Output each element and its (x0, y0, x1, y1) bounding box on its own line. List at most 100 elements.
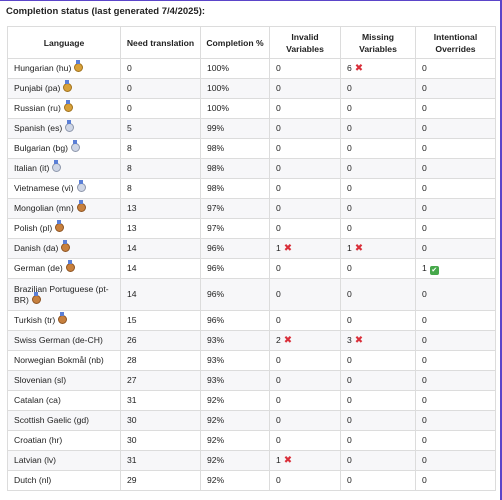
completion-cell-value: 96% (207, 315, 225, 325)
need-translation-cell: 8 (120, 138, 201, 159)
missing-variables-cell-value: 0 (347, 163, 352, 173)
language-cell: Norwegian Bokmål (nb) (7, 350, 121, 371)
language-cell-value: Dutch (nl) (14, 475, 52, 485)
invalid-variables-cell: 1 ✖ (269, 450, 341, 471)
table-row: Danish (da) 14 96% 1 ✖ 1 ✖ 0 (7, 238, 496, 259)
language-cell-value: Croatian (hr) (14, 435, 63, 445)
invalid-variables-cell: 0 (269, 470, 341, 491)
invalid-variables-cell-value: 0 (276, 83, 281, 93)
intentional-overrides-cell: 0 (415, 470, 496, 491)
missing-variables-cell: 0 (340, 430, 416, 451)
table-header-row: Language Need translation Completion % I… (7, 26, 496, 59)
table-row: Vietnamese (vi) 8 98% 0 0 0 (7, 178, 496, 199)
missing-variables-cell-value: 6 (347, 63, 352, 73)
completion-cell: 98% (200, 158, 270, 179)
missing-variables-cell: 0 (340, 198, 416, 219)
missing-variables-cell: 0 (340, 370, 416, 391)
completion-cell-value: 93% (207, 375, 225, 385)
language-cell: Vietnamese (vi) (7, 178, 121, 199)
completion-cell: 93% (200, 330, 270, 351)
language-cell-value: Italian (it) (14, 163, 50, 173)
completion-cell-value: 92% (207, 415, 225, 425)
intentional-overrides-cell: 0 (415, 198, 496, 219)
invalid-variables-cell: 0 (269, 158, 341, 179)
need-translation-cell: 14 (120, 278, 201, 311)
missing-variables-cell-value: 0 (347, 415, 352, 425)
missing-variables-cell-value: 0 (347, 123, 352, 133)
table-row: Dutch (nl) 29 92% 0 0 0 (7, 470, 496, 491)
intentional-overrides-cell-value: 0 (422, 143, 427, 153)
invalid-variables-cell-value: 0 (276, 415, 281, 425)
missing-variables-cell-value: 0 (347, 375, 352, 385)
language-cell: Danish (da) (7, 238, 121, 259)
completion-cell: 92% (200, 450, 270, 471)
language-cell: German (de) (7, 258, 121, 279)
need-translation-cell-value: 0 (127, 83, 132, 93)
completion-cell: 96% (200, 258, 270, 279)
intentional-overrides-cell: 0 (415, 138, 496, 159)
need-translation-cell-value: 14 (127, 263, 137, 273)
language-cell: Scottish Gaelic (gd) (7, 410, 121, 431)
missing-variables-cell: 0 (340, 178, 416, 199)
language-cell-value: Polish (pl) (14, 223, 53, 233)
check-mark-icon: ✔ (429, 265, 439, 275)
missing-variables-cell-value: 0 (347, 315, 352, 325)
missing-variables-cell: 0 (340, 138, 416, 159)
table-row: Turkish (tr) 15 96% 0 0 0 (7, 310, 496, 331)
need-translation-cell: 30 (120, 430, 201, 451)
completion-cell: 98% (200, 178, 270, 199)
completion-cell: 96% (200, 278, 270, 311)
invalid-variables-cell-value: 0 (276, 63, 281, 73)
completion-cell-value: 96% (207, 289, 225, 299)
need-translation-cell: 29 (120, 470, 201, 491)
window-top-border (0, 0, 502, 1)
column-header-need-translation: Need translation (120, 26, 201, 59)
table-row: Spanish (es) 5 99% 0 0 0 (7, 118, 496, 139)
missing-variables-cell: 0 (340, 450, 416, 471)
invalid-variables-cell-value: 0 (276, 375, 281, 385)
completion-cell: 92% (200, 430, 270, 451)
missing-variables-cell-value: 0 (347, 355, 352, 365)
invalid-variables-cell: 1 ✖ (269, 238, 341, 259)
missing-variables-cell: 0 (340, 78, 416, 99)
invalid-variables-cell-value: 0 (276, 435, 281, 445)
completion-cell: 92% (200, 470, 270, 491)
completion-cell-value: 92% (207, 435, 225, 445)
table-row: Polish (pl) 13 97% 0 0 0 (7, 218, 496, 239)
missing-variables-cell: 0 (340, 258, 416, 279)
intentional-overrides-cell-value: 0 (422, 415, 427, 425)
missing-variables-cell-value: 1 (347, 243, 352, 253)
need-translation-cell-value: 8 (127, 163, 132, 173)
completion-cell-value: 93% (207, 355, 225, 365)
intentional-overrides-cell: 0 (415, 98, 496, 119)
intentional-overrides-cell: 0 (415, 238, 496, 259)
table-row: Scottish Gaelic (gd) 30 92% 0 0 0 (7, 410, 496, 431)
missing-variables-cell: 6 ✖ (340, 58, 416, 79)
completion-cell: 96% (200, 310, 270, 331)
missing-variables-cell-value: 0 (347, 103, 352, 113)
missing-variables-cell: 0 (340, 118, 416, 139)
missing-variables-cell-value: 0 (347, 455, 352, 465)
need-translation-cell: 14 (120, 258, 201, 279)
table-row: Catalan (ca) 31 92% 0 0 0 (7, 390, 496, 411)
need-translation-cell: 0 (120, 78, 201, 99)
need-translation-cell-value: 30 (127, 435, 137, 445)
missing-variables-cell-value: 0 (347, 289, 352, 299)
intentional-overrides-cell-value: 0 (422, 375, 427, 385)
intentional-overrides-cell-value: 0 (422, 435, 427, 445)
invalid-variables-cell-value: 1 (276, 455, 281, 465)
intentional-overrides-cell-value: 0 (422, 455, 427, 465)
language-cell-value: Danish (da) (14, 243, 59, 253)
intentional-overrides-cell-value: 0 (422, 103, 427, 113)
intentional-overrides-cell-value: 0 (422, 315, 427, 325)
table-body: Hungarian (hu) 0 100% 0 6 ✖ 0 Punjabi (pa) 0 100%… (7, 58, 496, 491)
invalid-variables-cell: 0 (269, 310, 341, 331)
bronze-medal-icon (55, 220, 65, 232)
silver-medal-icon (65, 120, 75, 132)
invalid-variables-cell: 0 (269, 350, 341, 371)
missing-variables-cell: 0 (340, 310, 416, 331)
intentional-overrides-cell-value: 0 (422, 83, 427, 93)
need-translation-cell: 26 (120, 330, 201, 351)
completion-cell-value: 100% (207, 83, 229, 93)
language-cell-value: Vietnamese (vi) (14, 183, 74, 193)
